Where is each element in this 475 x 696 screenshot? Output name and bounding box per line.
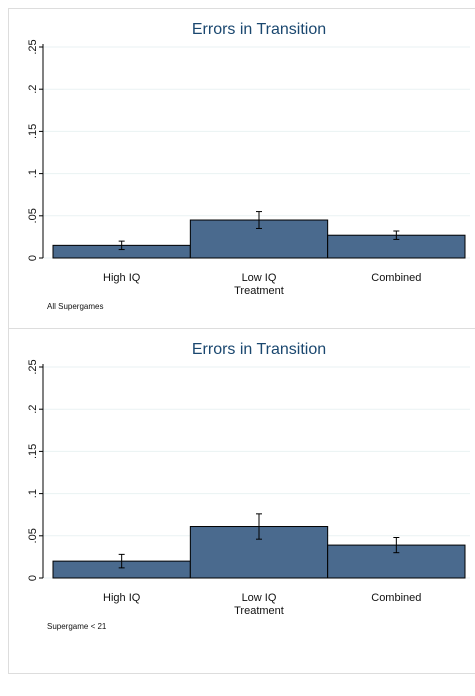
error-bar [393,536,400,554]
chart-title: Errors in Transition [192,21,326,38]
y-tick-label: .15 [27,444,39,459]
panel [8,328,475,674]
error-bar [256,513,262,540]
chart-title: Errors in Transition [192,341,326,358]
x-axis-title: Treatment [234,605,284,617]
y-tick-label: .1 [27,489,39,498]
note: All Supergames [47,302,103,311]
y-tick-label: .1 [27,169,39,178]
x-tick-label: Combined [371,272,421,284]
y-tick-label: .25 [27,359,39,374]
y-tick-label: .25 [27,39,39,54]
error-bar [118,240,125,251]
y-tick-label: 0 [27,575,39,581]
x-tick-label: Low IQ [242,272,277,284]
error-bar [393,230,400,240]
x-tick-label: High IQ [103,272,141,284]
x-tick-label: Low IQ [242,592,277,604]
error-bar [256,211,262,229]
y-tick-label: .2 [27,85,39,94]
y-tick-label: .05 [27,528,39,543]
x-tick-label: High IQ [103,592,141,604]
y-tick-label: .2 [27,405,39,414]
error-bar [118,553,125,569]
panel [8,8,475,354]
x-axis-title: Treatment [234,285,284,297]
y-tick-label: .05 [27,208,39,223]
note: Supergame < 21 [47,622,107,631]
y-tick-label: .15 [27,124,39,139]
x-tick-label: Combined [371,592,421,604]
y-tick-label: 0 [27,255,39,261]
